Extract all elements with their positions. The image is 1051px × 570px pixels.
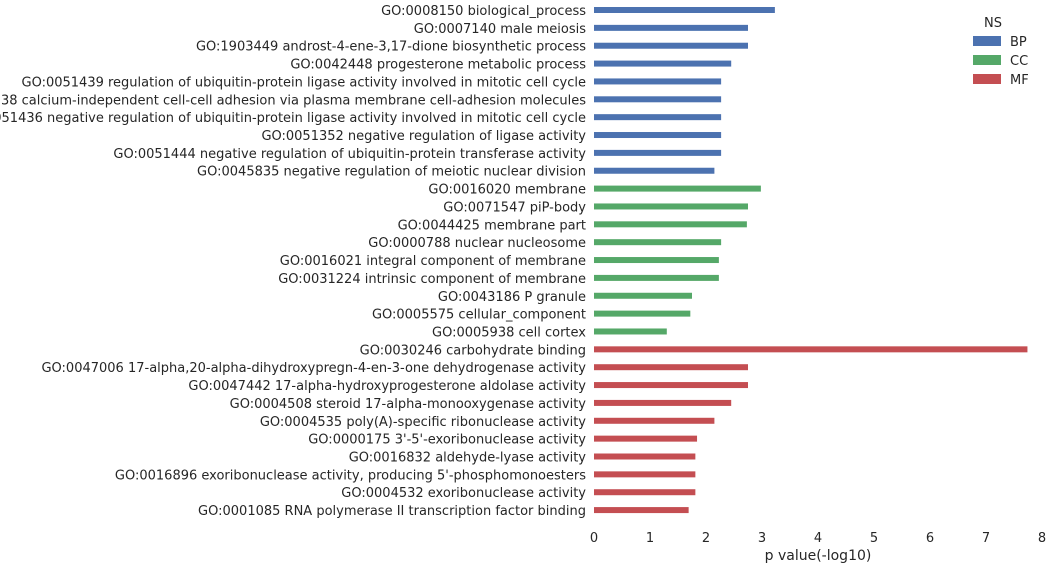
legend-swatch-mf (973, 74, 1001, 84)
x-axis-title: p value(-log10) (765, 548, 872, 564)
category-label-11: GO:0071547 piP-body (443, 200, 586, 215)
bar-25 (594, 453, 696, 460)
bar-4 (594, 78, 722, 85)
category-label-27: GO:0004532 exoribonuclease activity (341, 486, 586, 501)
category-labels: GO:0008150 biological_process GO:0007140 … (0, 4, 586, 519)
x-tick-4: 4 (814, 531, 822, 546)
category-label-19: GO:0030246 carbohydrate binding (360, 343, 586, 358)
category-label-3: GO:0042448 progesterone metabolic proces… (290, 58, 586, 73)
bar-10 (594, 185, 761, 192)
legend-label-bp: BP (1010, 35, 1027, 50)
x-tick-1: 1 (646, 531, 654, 546)
bar-7 (594, 132, 722, 139)
category-label-16: GO:0043186 P granule (438, 290, 586, 305)
bar-27 (594, 489, 696, 496)
category-label-0: GO:0008150 biological_process (381, 4, 586, 19)
bars-layer (594, 7, 1028, 514)
category-label-7: GO:0051352 negative regulation of ligase… (261, 129, 586, 144)
bar-8 (594, 149, 722, 156)
category-label-12: GO:0044425 membrane part (398, 218, 586, 233)
bar-26 (594, 471, 696, 478)
bar-20 (594, 364, 748, 371)
bar-23 (594, 417, 715, 424)
category-label-28: GO:0001085 RNA polymerase II transcripti… (198, 504, 586, 519)
bar-6 (594, 114, 722, 121)
category-label-22: GO:0004508 steroid 17-alpha-monooxygenas… (230, 397, 587, 412)
category-label-14: GO:0016021 integral component of membran… (280, 254, 586, 269)
bar-15 (594, 274, 719, 281)
legend-title: NS (984, 16, 1002, 31)
bar-14 (594, 257, 719, 264)
category-label-1: GO:0007140 male meiosis (414, 22, 586, 37)
bar-17 (594, 310, 691, 317)
category-label-17: GO:0005575 cellular_component (372, 308, 586, 323)
bar-28 (594, 507, 689, 514)
bar-22 (594, 399, 732, 406)
bar-24 (594, 435, 698, 442)
bar-9 (594, 167, 715, 174)
category-label-21: GO:0047442 17-alpha-hydroxyprogesterone … (188, 379, 586, 394)
category-label-25: GO:0016832 aldehyde-lyase activity (349, 451, 587, 466)
bar-5 (594, 96, 722, 103)
legend-swatch-bp (973, 36, 1001, 46)
category-label-15: GO:0031224 intrinsic component of membra… (278, 272, 586, 287)
category-label-8: GO:0051444 negative regulation of ubiqui… (113, 147, 586, 162)
bar-21 (594, 382, 748, 389)
bar-18 (594, 328, 667, 335)
category-label-10: GO:0016020 membrane (428, 183, 586, 198)
x-tick-7: 7 (982, 531, 990, 546)
bar-3 (594, 60, 732, 67)
category-label-26: GO:0016896 exoribonuclease activity, pro… (115, 468, 586, 483)
bar-13 (594, 239, 722, 246)
category-label-23: GO:0004535 poly(A)-specific ribonuclease… (260, 415, 586, 430)
bar-12 (594, 221, 747, 228)
x-tick-2: 2 (702, 531, 710, 546)
legend-swatch-cc (973, 55, 1001, 65)
legend: NS BP CC MF (973, 16, 1029, 88)
category-label-18: GO:0005938 cell cortex (432, 325, 586, 340)
x-tick-3: 3 (758, 531, 766, 546)
bar-19 (594, 346, 1028, 353)
bar-2 (594, 42, 748, 49)
category-label-24: GO:0000175 3'-5'-exoribonuclease activit… (308, 433, 586, 448)
x-tick-8: 8 (1038, 531, 1046, 546)
x-tick-5: 5 (870, 531, 878, 546)
legend-label-cc: CC (1010, 54, 1028, 69)
category-label-9: GO:0045835 negative regulation of meioti… (197, 165, 586, 180)
category-label-5: GO:0016338 calcium-independent cell-cell… (0, 93, 586, 108)
category-label-6: GO:0051436 negative regulation of ubiqui… (0, 111, 586, 126)
x-tick-6: 6 (926, 531, 934, 546)
bar-16 (594, 292, 692, 299)
category-label-13: GO:0000788 nuclear nucleosome (368, 236, 586, 251)
x-tick-0: 0 (590, 531, 598, 546)
legend-label-mf: MF (1010, 73, 1029, 88)
category-label-20: GO:0047006 17-alpha,20-alpha-dihydroxypr… (41, 361, 586, 376)
bar-0 (594, 7, 775, 13)
bar-1 (594, 24, 748, 31)
x-axis-ticks: 0 1 2 3 4 5 6 7 8 (590, 531, 1046, 546)
category-label-2: GO:1903449 androst-4-ene-3,17-dione bios… (196, 40, 586, 55)
category-label-4: GO:0051439 regulation of ubiquitin-prote… (22, 75, 586, 90)
bar-11 (594, 203, 748, 210)
